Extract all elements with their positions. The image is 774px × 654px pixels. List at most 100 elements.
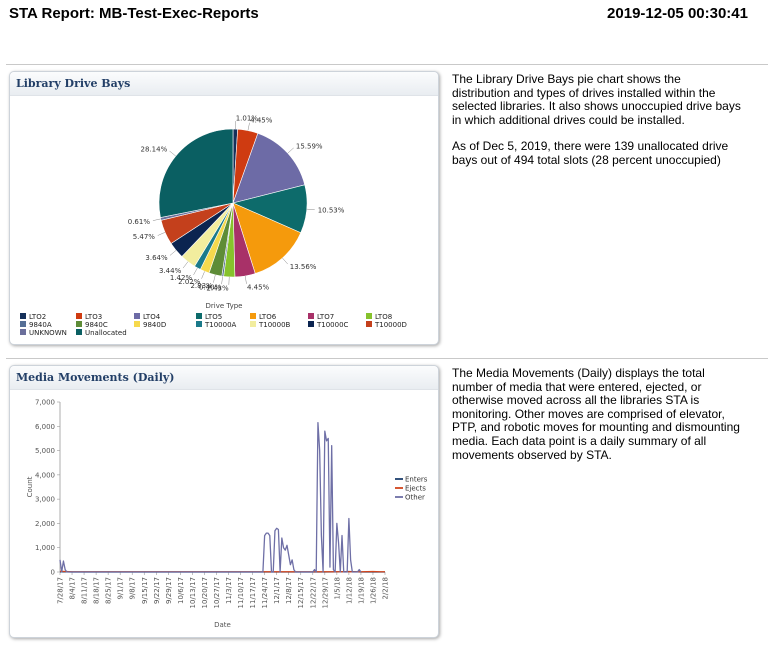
x-tick-label: 11/17/17 [249, 577, 257, 608]
legend-swatch-t10000d [366, 321, 372, 327]
pie-label-leader [152, 218, 161, 221]
legend-label-t10000b: T10000B [258, 321, 291, 329]
legend-label-lto8: LTO8 [375, 313, 392, 321]
legend-label-t10000c: T10000C [316, 321, 349, 329]
drive-bays-panel: Library Drive Bays 1.01% 4.45% 15.59% 10.53… [9, 71, 439, 345]
pie-slice-label: 28.14% [141, 146, 168, 154]
pie-slice-label: 15.59% [296, 142, 323, 150]
pie-slice-label: 2.02% [178, 278, 201, 286]
legend-swatch-9840d [134, 321, 140, 327]
pie-slice-label: 1.42% [170, 274, 193, 282]
x-tick-label: 9/1/17 [117, 577, 125, 600]
pie-legend-title: Drive Type [206, 302, 243, 310]
x-tick-label: 8/18/17 [93, 577, 101, 604]
drive-bays-panel-title: Library Drive Bays [10, 72, 438, 96]
pie-slice-label: 0.61% [128, 218, 151, 226]
x-tick-label: 12/29/17 [321, 577, 329, 608]
x-tick-label: 9/15/17 [141, 577, 149, 604]
media-movements-description: The Media Movements (Daily) displays the… [452, 366, 742, 475]
x-tick-label: 1/26/18 [369, 577, 377, 604]
divider [6, 358, 768, 359]
x-tick-label: 12/15/17 [297, 577, 305, 608]
pie-label-leader [157, 232, 166, 236]
x-tick-label: 11/10/17 [237, 577, 245, 608]
x-tick-label: 2/2/18 [382, 577, 390, 600]
legend-swatch-t10000a [196, 321, 202, 327]
legend-label-t10000d: T10000D [374, 321, 407, 329]
y-tick-label: 7,000 [35, 399, 55, 407]
x-tick-label: 11/3/17 [225, 577, 233, 604]
x-tick-label: 10/6/17 [177, 577, 185, 604]
y-tick-label: 2,000 [35, 520, 55, 528]
legend-label-enters: Enters [405, 476, 428, 484]
legend-label-ejects: Ejects [405, 485, 426, 493]
divider [6, 64, 768, 65]
y-axis-label: Count [26, 476, 34, 497]
pie-label-leader [193, 267, 198, 276]
legend-label-lto6: LTO6 [259, 313, 277, 321]
pie-label-leader [201, 271, 205, 279]
legend-swatch-t10000c [308, 321, 314, 327]
pie-label-leader [213, 274, 216, 283]
report-title: STA Report: MB-Test-Exec-Reports [9, 5, 259, 22]
drive-bays-description: The Library Drive Bays pie chart shows t… [452, 72, 742, 181]
x-tick-label: 10/13/17 [189, 577, 197, 608]
legend-swatch-lto2 [20, 313, 26, 319]
pie-slice-label: 3.44% [159, 267, 182, 275]
x-tick-label: 1/12/18 [345, 577, 353, 604]
x-tick-label: 10/20/17 [201, 577, 209, 608]
pie-slice-label: 5.47% [133, 233, 156, 241]
y-tick-label: 4,000 [35, 471, 55, 479]
legend-swatch-lto6 [250, 313, 256, 319]
legend-label-9840a: 9840A [29, 321, 52, 329]
legend-label-unknown: UNKNOWN [29, 329, 67, 337]
pie-label-leader [169, 150, 176, 157]
media-movements-line-chart: 0 1,000 2,000 3,000 4,000 5,000 6,000 7,000 Coun… [26, 399, 428, 630]
legend-label-lto2: LTO2 [29, 313, 46, 321]
pie-slice-label: 10.53% [318, 207, 345, 215]
legend-label-lto5: LTO5 [205, 313, 222, 321]
legend-label-lto3: LTO3 [85, 313, 102, 321]
x-tick-label: 7/28/17 [57, 577, 65, 604]
x-tick-label: 11/24/17 [261, 577, 269, 608]
x-tick-label: 9/8/17 [129, 577, 137, 600]
legend-label-t10000a: T10000A [204, 321, 237, 329]
x-tick-label: 8/11/17 [81, 577, 89, 604]
legend-swatch-unallocated [76, 329, 82, 335]
pie-slice-lto4 [232, 132, 306, 204]
pie-label-leader [247, 122, 250, 131]
pie-slice-label: 2.43% [206, 284, 229, 292]
drive-bays-description-text: The Library Drive Bays pie chart shows t… [452, 72, 741, 127]
legend-label-lto4: LTO4 [143, 313, 161, 321]
legend-label-unallocated: Unallocated [85, 329, 127, 337]
pie-slice-label: 3.64% [145, 254, 168, 262]
legend-label-lto7: LTO7 [317, 313, 334, 321]
x-tick-label: 12/22/17 [309, 577, 317, 608]
x-tick-label: 10/27/17 [213, 577, 221, 608]
media-movements-panel-title: Media Movements (Daily) [10, 366, 438, 390]
series-line-other [59, 421, 362, 573]
pie-label-leader [169, 250, 177, 256]
report-timestamp: 2019-12-05 00:30:41 [607, 5, 748, 22]
x-tick-label: 8/25/17 [105, 577, 113, 604]
drive-bays-summary-text: As of Dec 5, 2019, there were 139 unallo… [452, 139, 729, 167]
pie-slice-label: 13.56% [290, 263, 317, 271]
x-tick-label: 9/29/17 [165, 577, 173, 604]
legend-swatch-unknown [20, 329, 26, 335]
drive-bays-pie-chart: 1.01%4.45%15.59%10.53%13.56%4.45%2.43%0.… [20, 115, 407, 337]
legend-swatch-9840c [76, 321, 82, 327]
legend-swatch-lto4 [134, 313, 140, 319]
x-tick-label: 1/19/18 [357, 577, 365, 604]
x-tick-label: 9/22/17 [153, 577, 161, 604]
x-tick-label: 8/4/17 [69, 577, 77, 600]
pie-label-leader [244, 275, 247, 284]
pie-label-leader [306, 208, 315, 211]
legend-swatch-lto7 [308, 313, 314, 319]
media-movements-description-text: The Media Movements (Daily) displays the… [452, 366, 740, 462]
y-tick-label: 5,000 [35, 447, 55, 455]
legend-label-9840d: 9840D [143, 321, 166, 329]
y-tick-label: 1,000 [35, 544, 55, 552]
media-movements-panel: Media Movements (Daily) 0 1,000 2,000 3,000… [9, 365, 439, 638]
x-tick-label: 12/1/17 [273, 577, 281, 604]
pie-slice-unallocated [158, 128, 234, 218]
